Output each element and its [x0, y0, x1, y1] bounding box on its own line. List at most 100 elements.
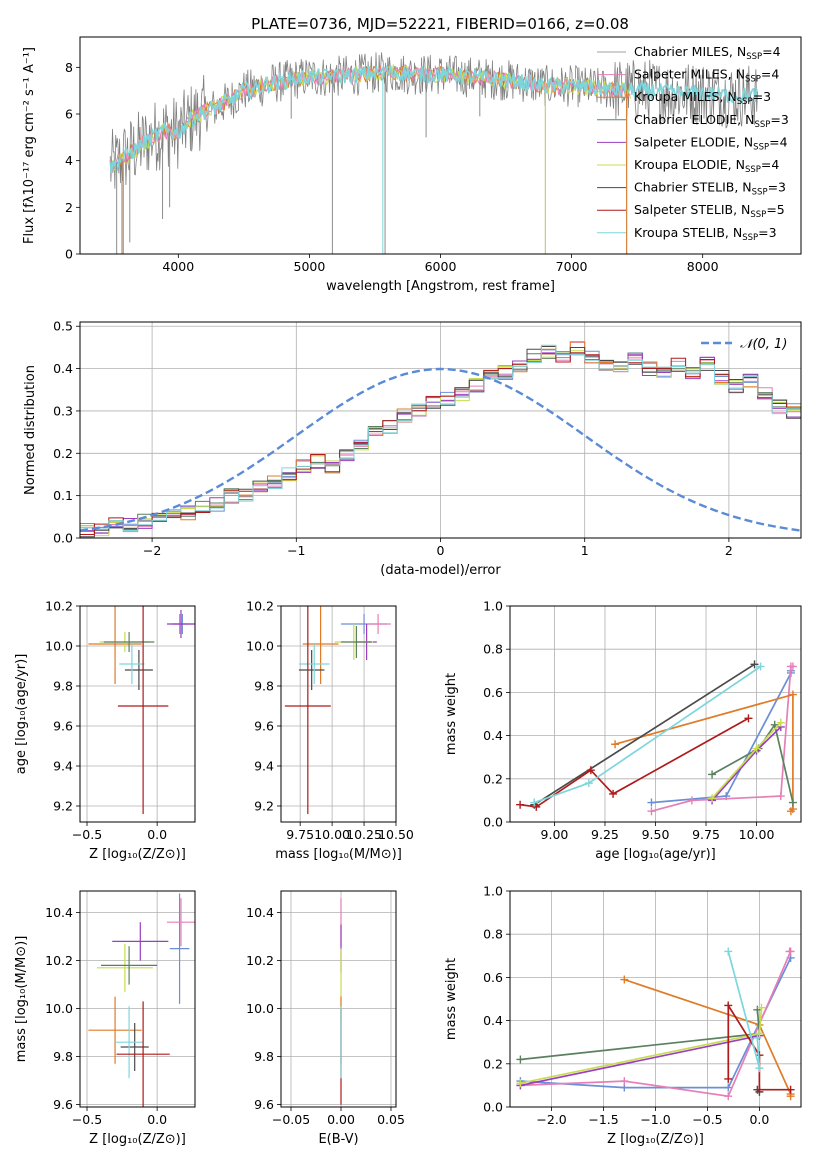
- marker-point: [620, 1077, 629, 1086]
- y-tick-label: 10.4: [45, 905, 73, 920]
- legend-label: Salpeter ELODIE, NSSP=4: [634, 134, 788, 152]
- legend-label: Kroupa STELIB, NSSP=3: [634, 225, 777, 243]
- y-tick-label: 4: [65, 153, 73, 168]
- figure-title: PLATE=0736, MJD=52221, FIBERID=0166, z=0…: [251, 15, 629, 33]
- marker-point: [516, 1079, 525, 1088]
- x-axis-label: E(B-V): [318, 1132, 358, 1147]
- legend-label: Chabrier ELODIE, NSSP=3: [634, 112, 789, 130]
- x-tick-label: 9.75: [692, 827, 720, 842]
- marker-point: [786, 1085, 795, 1094]
- y-axis-label: Normed distribution: [23, 365, 38, 495]
- x-tick-label: −2: [143, 543, 161, 558]
- spectrum-lines: [109, 52, 759, 254]
- marker-point: [724, 1083, 733, 1092]
- x-tick-label: 4000: [162, 259, 194, 274]
- y-tick-label: 10.2: [45, 953, 73, 968]
- y-tick-label: 0.4: [483, 1013, 503, 1028]
- x-tick-label: 0.0: [749, 1112, 769, 1127]
- series-chabrier-elodie: [520, 1009, 761, 1061]
- marker-point: [724, 1092, 733, 1101]
- x-tick-label: 0: [437, 543, 445, 558]
- x-tick-label: 9.00: [541, 827, 569, 842]
- x-tick-label: 9.75: [286, 827, 314, 842]
- marker-point: [755, 1064, 764, 1073]
- x-tick-label: 1: [581, 543, 589, 558]
- y-tick-label: 0.5: [53, 319, 73, 334]
- x-tick-label: 6000: [425, 259, 457, 274]
- histogram-salpeter-stelib: [80, 352, 801, 535]
- histogram-salpeter-elodie: [80, 352, 801, 534]
- y-tick-label: 10.0: [45, 639, 73, 654]
- marker-point: [753, 1033, 762, 1042]
- x-tick-label: −1: [287, 543, 305, 558]
- y-axis-label: mass weight: [444, 958, 459, 1040]
- spectrum-frame: [79, 36, 802, 255]
- x-tick-label: −0.5: [72, 1112, 102, 1127]
- x-tick-label: 2: [725, 543, 733, 558]
- residuals-axes: −2 −1 0 1 2 0.0 0.1 0.2 0.3 0.4 0.5 (data-model)/er…: [23, 319, 801, 578]
- y-tick-label: 10.2: [246, 953, 274, 968]
- x-tick-label: −0.5: [692, 1112, 722, 1127]
- y-tick-label: 9.8: [53, 1049, 73, 1064]
- marker-point: [788, 798, 797, 807]
- y-tick-label: 8: [65, 60, 73, 75]
- age-vs-Z-points: [88, 606, 195, 814]
- marker-point: [776, 718, 785, 727]
- y-tick-label: 9.6: [254, 719, 274, 734]
- x-axis-label: Z [log₁₀(Z/Z⊙)]: [89, 847, 186, 862]
- marker-point: [724, 1074, 733, 1083]
- y-tick-label: 0.3: [53, 403, 73, 418]
- model-kroupa-stelib: [109, 65, 759, 174]
- marker-point: [785, 947, 794, 956]
- x-tick-label: −2.0: [536, 1112, 566, 1127]
- marker-point: [708, 770, 717, 779]
- weight-vs-Z-frame: [509, 890, 802, 1108]
- histogram-kroupa-stelib: [80, 344, 801, 531]
- x-axis-label: age [log₁₀(age/yr)]: [595, 847, 716, 862]
- marker-point: [620, 975, 629, 984]
- marker-point: [757, 1003, 766, 1012]
- marker-point: [786, 807, 795, 816]
- marker-point: [647, 798, 656, 807]
- histogram-salpeter-miles: [80, 341, 801, 534]
- y-tick-label: 0: [65, 247, 73, 262]
- x-tick-label: 5000: [294, 259, 326, 274]
- weight-vs-Z-axes: −2.0 −1.5 −1.0 −0.5 0.0 0.0 0.2 0.4 0.6 0.8 1.0 Z […: [444, 884, 801, 1147]
- marker-point: [770, 720, 779, 729]
- y-tick-label: 1.0: [483, 884, 503, 899]
- x-tick-label: 10.00: [314, 827, 350, 842]
- y-axis-label: age [log₁₀(age/yr)]: [14, 654, 29, 775]
- mass-vs-ebv-frame: [280, 890, 397, 1108]
- series-salpeter-elodie: [520, 1034, 760, 1087]
- y-tick-label: 9.2: [254, 799, 274, 814]
- series-kroupa-elodie: [520, 1007, 763, 1085]
- x-tick-label: 10.25: [346, 827, 382, 842]
- gaussian-curve: [80, 367, 801, 532]
- marker-point: [609, 789, 618, 798]
- y-tick-label: 9.4: [53, 759, 73, 774]
- spectrum-axes: 4000 5000 6000 7000 8000 0 2 4 6 8 wavelength [Ang…: [22, 47, 719, 294]
- legend-label: Chabrier STELIB, NSSP=3: [634, 180, 786, 198]
- y-tick-label: 9.8: [53, 679, 73, 694]
- residuals-frame: [79, 321, 802, 539]
- marker-point: [724, 1001, 733, 1010]
- x-tick-label: 0.0: [147, 1112, 167, 1127]
- marker-point: [744, 714, 753, 723]
- x-tick-label: 9.50: [642, 827, 670, 842]
- y-tick-label: 6: [65, 107, 73, 122]
- marker-point: [750, 660, 759, 669]
- legend-label: Kroupa ELODIE, NSSP=4: [634, 157, 779, 175]
- y-tick-label: 9.4: [254, 759, 274, 774]
- weight-vs-age-lines: [516, 660, 797, 816]
- y-tick-label: 0.4: [53, 361, 73, 376]
- x-axis-label: (data-model)/error: [380, 563, 501, 578]
- x-tick-label: 10.00: [739, 827, 775, 842]
- y-tick-label: 0.8: [483, 642, 503, 657]
- y-tick-label: 9.6: [53, 719, 73, 734]
- y-tick-label: 10.0: [246, 1001, 274, 1016]
- series-chabrier-stelib: [533, 663, 755, 806]
- y-tick-label: 0.0: [483, 1100, 503, 1115]
- x-tick-label: −0.5: [72, 827, 102, 842]
- marker-point: [516, 1055, 525, 1064]
- histogram-kroupa-miles: [80, 341, 801, 532]
